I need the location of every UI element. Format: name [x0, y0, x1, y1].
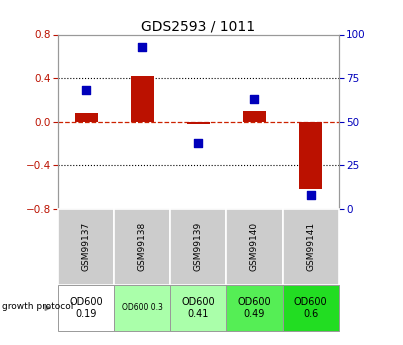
Bar — [131, 76, 154, 122]
Bar — [243, 111, 266, 122]
Text: GSM99141: GSM99141 — [306, 222, 315, 271]
Text: OD600
0.49: OD600 0.49 — [238, 297, 271, 319]
Text: GSM99137: GSM99137 — [82, 222, 91, 271]
Text: GSM99138: GSM99138 — [138, 222, 147, 271]
Text: growth protocol: growth protocol — [2, 302, 73, 311]
Bar — [187, 122, 210, 124]
Text: OD600 0.3: OD600 0.3 — [122, 303, 163, 313]
Bar — [75, 113, 98, 122]
Text: GSM99139: GSM99139 — [194, 222, 203, 271]
Point — [139, 44, 146, 49]
Point — [251, 96, 258, 102]
Point — [83, 88, 89, 93]
Point — [307, 192, 314, 198]
Text: OD600
0.41: OD600 0.41 — [182, 297, 215, 319]
Bar — [299, 122, 322, 189]
Point — [195, 140, 202, 145]
Title: GDS2593 / 1011: GDS2593 / 1011 — [141, 19, 256, 33]
Text: GSM99140: GSM99140 — [250, 222, 259, 271]
Text: OD600
0.6: OD600 0.6 — [294, 297, 327, 319]
Text: OD600
0.19: OD600 0.19 — [70, 297, 103, 319]
